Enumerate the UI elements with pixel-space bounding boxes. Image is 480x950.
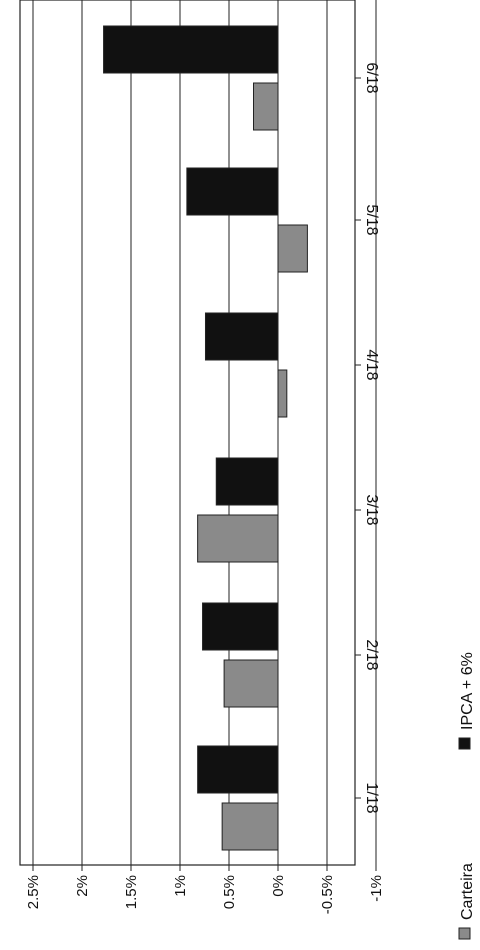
bar-ipca [197,745,279,794]
legend-label: Carteira [459,863,476,920]
category-label: 1/18 [363,782,380,813]
tick-label: -0.5% [319,875,336,914]
tick-label: 0.5% [221,875,238,909]
tick-label: 0% [270,875,287,897]
tick-label: 1% [172,875,189,897]
bar-carteira [223,659,279,708]
category-label: 4/18 [363,349,380,380]
legend-swatch [458,737,471,750]
bar-carteira [253,82,279,131]
bar-ipca [204,312,279,361]
tick-label: -1% [368,875,385,902]
category-label: 3/18 [363,494,380,525]
bar-carteira [277,224,308,273]
tick-label: 2.5% [25,875,42,909]
category-label: 6/18 [363,62,380,93]
category-label: 2/18 [363,639,380,670]
plot-border [19,0,356,866]
bar-ipca [215,457,279,506]
bar-carteira [221,802,279,851]
tick-label: 1.5% [123,875,140,909]
legend-label: IPCA + 6% [459,652,476,730]
tick-label: 2% [74,875,91,897]
legend-swatch [458,927,471,940]
bar-carteira [277,369,288,418]
bar-ipca [186,167,279,216]
bar-carteira [197,514,279,563]
bar-ipca [103,25,279,74]
category-label: 5/18 [363,204,380,235]
bar-ipca [202,602,279,651]
